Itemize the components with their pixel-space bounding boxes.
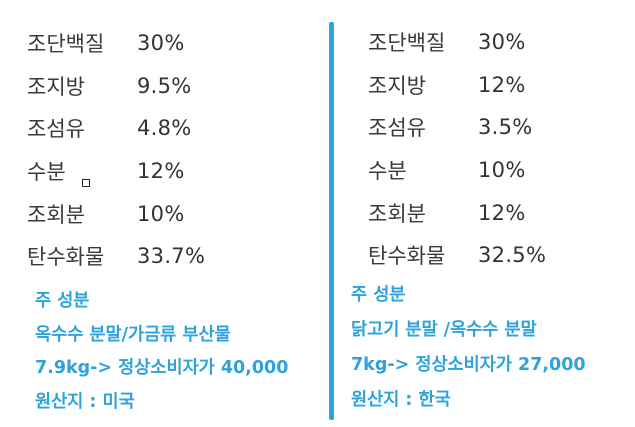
nutrient-row-crude-fat: 조지방 12% [368,64,546,107]
nutrient-row-crude-fiber: 조섬유 4.8% [27,107,205,150]
nutrient-name: 수분 [368,159,407,184]
nutrient-value: 3.5% [478,115,533,140]
main-ingredients-text: 옥수수 분말/가금류 부산물 [35,324,231,345]
left-nutrient-list: 조단백질 30% 조지방 9.5% 조섬유 4.8% 수분 12% 조회분 10… [27,22,205,278]
nutrient-value: 32.5% [478,243,547,268]
right-product-info: 주 성분 닭고기 분말 /옥수수 분말 7kg-> 정상소비자가 27,000 … [351,276,586,416]
nutrient-name: 조회분 [368,201,426,226]
cursor-icon [82,179,90,187]
nutrient-name: 조지방 [27,74,85,99]
main-ingredients-text: 닭고기 분말 /옥수수 분말 [351,320,537,340]
weight-price-text: 7kg-> 정상소비자가 27,000 [351,355,586,375]
nutrient-row-crude-protein: 조단백질 30% [368,21,546,64]
nutrient-value: 4.8% [137,116,192,141]
nutrient-name: 탄수화물 [27,245,105,270]
nutrient-name: 조단백질 [27,32,105,57]
origin-text: 원산지 : 한국 [351,390,451,410]
origin-text: 원산지 : 미국 [35,391,135,412]
nutrient-name: 수분 [27,160,66,185]
nutrient-value: 9.5% [137,73,192,98]
nutrient-value: 12% [478,200,526,225]
nutrient-row-crude-ash: 조회분 10% [27,192,205,235]
weight-price-text: 7.9kg-> 정상소비자가 40,000 [35,358,289,379]
column-divider [329,22,334,420]
nutrient-value: 12% [137,159,185,184]
nutrient-value: 30% [137,31,185,56]
nutrient-value: 30% [478,30,526,55]
nutrient-name: 조단백질 [368,31,446,56]
nutrient-name: 조섬유 [368,116,426,141]
nutrient-name: 조회분 [27,202,85,227]
nutrient-value: 12% [478,72,526,97]
nutrient-row-crude-protein: 조단백질 30% [27,22,205,65]
nutrient-row-carbohydrate: 탄수화물 33.7% [27,235,205,278]
nutrient-row-carbohydrate: 탄수화물 32.5% [368,234,546,277]
nutrient-row-moisture: 수분 12% [27,150,205,193]
nutrient-row-crude-fat: 조지방 9.5% [27,65,205,108]
nutrient-name: 탄수화물 [368,244,446,269]
nutrient-name: 조지방 [368,73,426,98]
right-nutrient-list: 조단백질 30% 조지방 12% 조섬유 3.5% 수분 10% 조회분 12%… [368,21,546,277]
nutrient-row-moisture: 수분 10% [368,149,546,192]
nutrient-name: 조섬유 [27,117,85,142]
nutrient-row-crude-fiber: 조섬유 3.5% [368,106,546,149]
nutrient-row-crude-ash: 조회분 12% [368,191,546,234]
left-product-info: 주 성분 옥수수 분말/가금류 부산물 7.9kg-> 정상소비자가 40,00… [35,283,288,417]
nutrient-value: 10% [137,201,185,226]
nutrient-value: 10% [478,158,526,183]
nutrient-value: 33.7% [137,244,206,269]
main-ingredients-heading: 주 성분 [35,291,90,312]
main-ingredients-heading: 주 성분 [351,285,406,305]
